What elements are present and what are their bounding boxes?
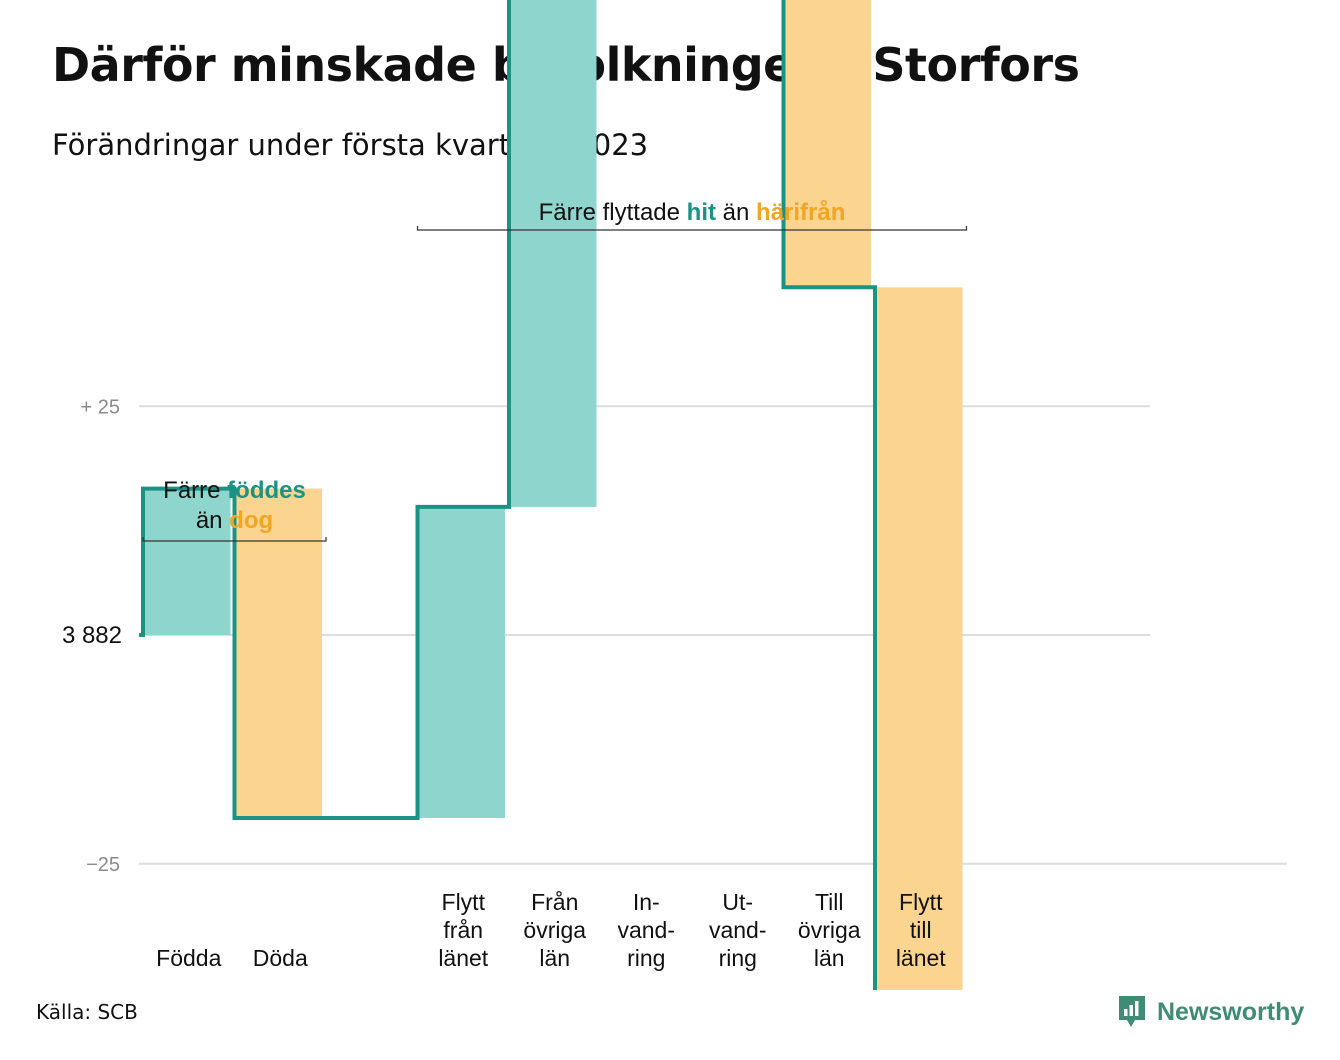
newsworthy-logo-icon [1119,996,1145,1027]
source-note: Källa: SCB [36,1000,138,1024]
annotation-bracket [142,537,327,542]
bar [143,488,231,635]
start-value-label: 3 882 [62,622,122,649]
bar [509,0,597,507]
logo-text: Newsworthy [1157,997,1305,1026]
annotation-text: Färre föddes [163,477,306,504]
x-tick-label: Flytt till länet [896,889,946,971]
cumulative-line [139,0,877,990]
bar [875,287,963,990]
bar [234,488,322,818]
x-tick-label: In-vand-ring [617,889,675,971]
bar [417,506,505,818]
waterfall-chart: + 25 −25 Födda Döda Flytt från länet Från övriga… [62,0,1287,990]
x-tick-label: Ut-vand-ring [709,889,767,971]
x-tick-label: Födda [156,945,221,971]
annotation-text: än dog [196,507,273,534]
annotation-text: Färre flyttade hit än härifrån [539,199,846,226]
annotation-bracket [416,226,968,231]
newsworthy-logo: Newsworthy [1117,994,1304,1030]
x-tick-label: Från övriga län [523,889,586,971]
x-tick-label: Flytt från länet [438,889,488,971]
x-tick-label: Till övriga län [798,889,861,971]
bar [783,0,871,288]
y-tick-label: −25 [86,854,120,876]
y-tick-label: + 25 [81,396,120,418]
x-tick-label: Döda [253,945,308,971]
